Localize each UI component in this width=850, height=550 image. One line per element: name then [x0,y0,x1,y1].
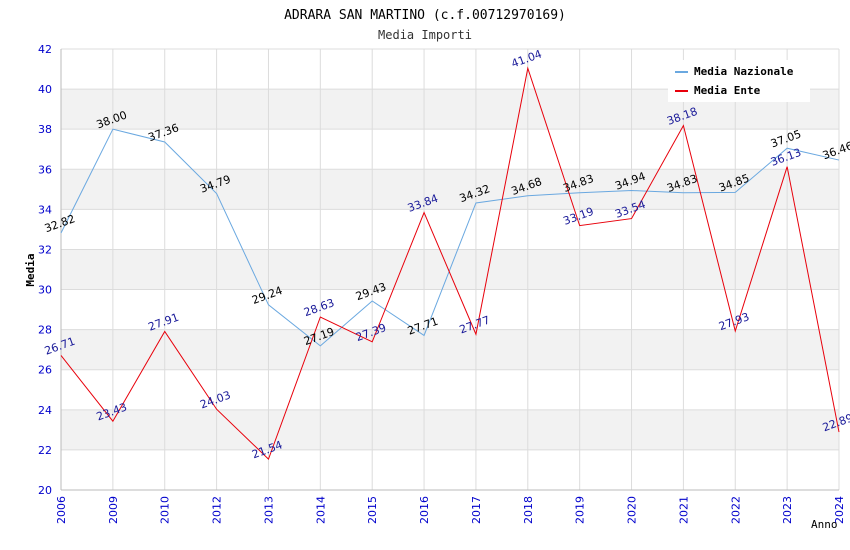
x-tick-label: 2019 [574,496,587,524]
y-tick-label: 22 [38,444,52,457]
chart-title: ADRARA SAN MARTINO (c.f.00712970169) [284,8,566,23]
x-tick-label: 2013 [262,496,275,524]
x-tick-label: 2009 [107,496,120,524]
x-tick-label: 2010 [159,496,172,524]
data-label: 28.63 [302,296,336,319]
x-tick-labels: 2006 2009 2010 2012 2013 2014 2015 2016 2017 2018… [55,496,846,524]
y-tick-label: 28 [38,324,52,337]
grid-band [61,409,839,450]
data-label: 41.04 [510,47,544,70]
x-axis-label: Anno [811,518,838,531]
x-tick-label: 2016 [418,496,431,524]
y-tick-label: 20 [38,484,52,497]
x-tick-label: 2024 [833,496,846,524]
x-tick-label: 2014 [314,496,327,524]
grid-band [61,169,839,210]
y-tick-label: 30 [38,284,52,297]
x-tick-label: 2020 [626,496,639,524]
y-tick-labels: 20 22 24 26 28 30 32 34 36 38 40 42 [38,43,52,497]
y-tick-label: 40 [38,83,52,96]
grid-band [61,329,839,370]
y-tick-label: 36 [38,163,52,176]
y-tick-label: 24 [38,404,52,417]
x-tick-label: 2021 [677,496,690,524]
y-tick-label: 32 [38,243,52,256]
y-tick-label: 26 [38,364,52,377]
x-tick-label: 2017 [470,496,483,524]
y-tick-label: 34 [38,203,52,216]
series-line-media-ente [60,66,840,461]
legend-background [668,60,810,102]
legend-label-media-nazionale: Media Nazionale [694,65,794,78]
chart-subtitle: Media Importi [378,28,472,42]
y-tick-label: 38 [38,123,52,136]
legend-label-media-ente: Media Ente [694,84,761,97]
x-tick-label: 2015 [366,496,379,524]
y-tick-label: 42 [38,43,52,56]
x-tick-label: 2023 [781,496,794,524]
x-tick-label: 2006 [55,496,68,524]
x-tick-label: 2022 [729,496,742,524]
legend: Media Nazionale Media Ente [668,60,810,102]
series-lines [60,66,840,461]
axes [60,49,839,491]
plot-background [61,89,839,450]
series-line-media-nazionale [60,128,840,347]
x-tick-label: 2018 [522,496,535,524]
y-axis-label: Media [24,253,37,286]
x-tick-label: 2012 [211,496,224,524]
grid-lines [60,48,840,491]
